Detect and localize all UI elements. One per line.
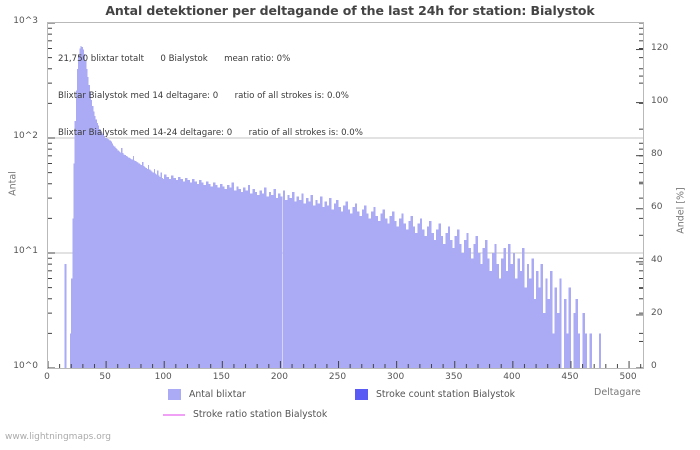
y-axis-left-tick: 10^1 <box>13 246 38 256</box>
x-axis-title: Deltagare <box>594 387 641 398</box>
y-axis-left-title: Antal <box>7 171 19 196</box>
x-axis-tick: 250 <box>328 372 347 382</box>
x-axis-tick: 200 <box>270 372 289 382</box>
y-axis-right-tick: 60 <box>651 201 663 212</box>
plot-area <box>47 22 644 369</box>
y-axis-right-tick: 100 <box>651 95 669 106</box>
legend-item-stroke-count[interactable]: Stroke count station Bialystok <box>355 389 515 400</box>
watermark: www.lightningmaps.org <box>5 432 111 442</box>
x-axis-tick: 500 <box>619 372 637 382</box>
x-axis-tick: 300 <box>387 372 405 382</box>
y-axis-right-tick: 120 <box>651 42 669 53</box>
y-axis-left-tick: 10^3 <box>13 16 38 26</box>
bars-layer <box>64 46 602 368</box>
x-axis-tick: 150 <box>212 372 230 382</box>
y-axis-left-tick: 10^2 <box>13 131 38 141</box>
legend-item-label: Antal blixtar <box>189 389 246 400</box>
x-axis-tick: 400 <box>503 372 521 382</box>
legend-swatch-icon <box>355 389 368 400</box>
legend-swatch-icon <box>168 389 181 400</box>
y-axis-right-tick: 0 <box>651 361 657 371</box>
legend-line-icon <box>163 413 185 416</box>
y-axis-right-ticks <box>636 23 643 368</box>
y-axis-left-ticks <box>48 23 55 368</box>
y-axis-right-tick: 80 <box>651 148 663 159</box>
x-axis-tick: 350 <box>445 372 463 382</box>
legend-item-label: Stroke count station Bialystok <box>376 389 516 400</box>
x-axis-tick: 100 <box>154 372 172 382</box>
y-axis-left-tick: 10^0 <box>13 361 38 371</box>
y-axis-right-title: Andel [%] <box>675 187 687 234</box>
y-axis-right-tick: 40 <box>651 254 663 265</box>
legend-item-stroke-ratio[interactable]: Stroke ratio station Bialystok <box>163 409 328 420</box>
plot-svg <box>48 23 643 368</box>
x-axis-ticks <box>48 361 642 368</box>
x-axis-tick: 450 <box>561 372 579 382</box>
chart-title: Antal detektioner per deltagande of the … <box>105 3 595 18</box>
x-axis-tick: 50 <box>99 372 111 382</box>
legend-item-label: Stroke ratio station Bialystok <box>193 409 328 420</box>
chart-legend: Antal blixtar Stroke count station Bialy… <box>0 385 700 427</box>
legend-item-antal-blixtar[interactable]: Antal blixtar <box>168 389 246 400</box>
y-axis-right-tick: 20 <box>651 307 663 318</box>
x-axis-tick: 0 <box>44 372 50 382</box>
